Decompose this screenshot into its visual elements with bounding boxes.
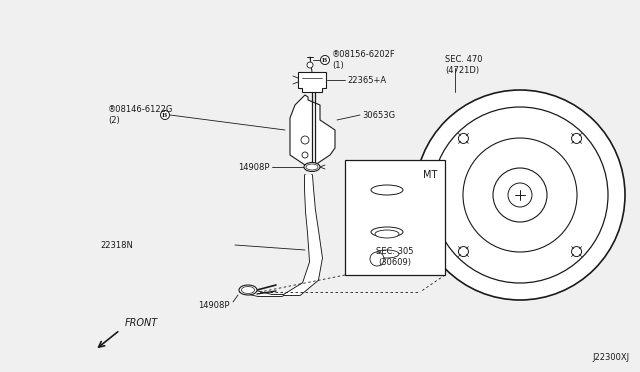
Circle shape xyxy=(508,183,532,207)
Circle shape xyxy=(458,134,468,144)
Polygon shape xyxy=(240,175,322,296)
Text: J22300XJ: J22300XJ xyxy=(593,353,630,362)
Ellipse shape xyxy=(239,285,257,295)
Circle shape xyxy=(415,90,625,300)
Polygon shape xyxy=(298,72,326,92)
Circle shape xyxy=(572,134,582,144)
Text: B: B xyxy=(162,113,167,118)
Circle shape xyxy=(493,168,547,222)
Circle shape xyxy=(370,252,384,266)
Circle shape xyxy=(572,247,582,257)
Text: SEC. 305
(30609): SEC. 305 (30609) xyxy=(376,247,413,267)
Circle shape xyxy=(463,138,577,252)
Circle shape xyxy=(302,152,308,158)
Text: B: B xyxy=(322,58,327,63)
Text: MT: MT xyxy=(422,170,437,180)
Text: 30653G: 30653G xyxy=(362,110,395,119)
Bar xyxy=(345,160,445,275)
Circle shape xyxy=(432,107,608,283)
Text: 22318N: 22318N xyxy=(100,241,133,250)
Ellipse shape xyxy=(371,227,403,237)
Ellipse shape xyxy=(304,163,320,171)
Circle shape xyxy=(321,55,330,64)
Polygon shape xyxy=(290,95,335,165)
Text: 14908P: 14908P xyxy=(198,301,230,310)
Text: 22365+A: 22365+A xyxy=(347,76,386,84)
Ellipse shape xyxy=(375,230,399,238)
Text: ®08156-6202F
(1): ®08156-6202F (1) xyxy=(332,50,396,70)
Text: 14908P: 14908P xyxy=(239,163,270,171)
Circle shape xyxy=(161,110,170,119)
Circle shape xyxy=(301,136,309,144)
Text: FRONT: FRONT xyxy=(125,318,158,328)
Text: SEC. 470
(4721D): SEC. 470 (4721D) xyxy=(445,55,483,75)
Text: ®08146-6122G
(2): ®08146-6122G (2) xyxy=(108,105,173,125)
Ellipse shape xyxy=(371,185,403,195)
Circle shape xyxy=(307,62,313,68)
Ellipse shape xyxy=(375,250,399,258)
Circle shape xyxy=(458,247,468,257)
